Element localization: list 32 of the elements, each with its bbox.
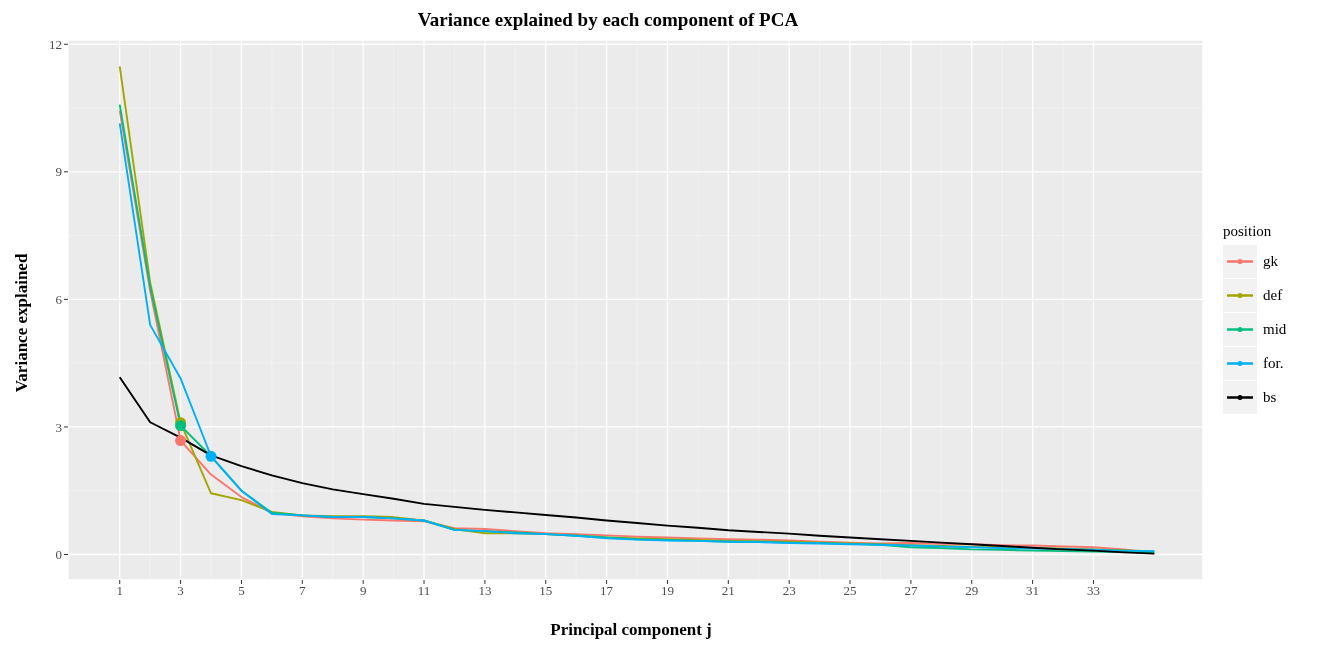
- y-tick-label: 6: [55, 291, 63, 307]
- y-tick-label: 12: [49, 36, 62, 52]
- x-tick-label: 31: [1026, 583, 1040, 599]
- x-tick-label: 29: [965, 583, 979, 599]
- legend-title: position: [1223, 223, 1273, 240]
- x-tick-label: 11: [417, 583, 431, 599]
- chart-title: Variance explained by each component of PCA: [416, 8, 800, 32]
- legend-label: bs: [1263, 388, 1277, 406]
- y-tick-label: 9: [55, 164, 62, 180]
- line-series: [118, 376, 1156, 555]
- legend-label: gk: [1263, 252, 1278, 270]
- x-tick-label: 33: [1086, 583, 1100, 599]
- x-tick-label: 21: [721, 583, 735, 599]
- x-tick-label: 9: [359, 583, 367, 599]
- x-tick-label: 3: [177, 583, 184, 599]
- y-tick-label: 3: [55, 419, 62, 435]
- x-tick-label: 19: [660, 583, 674, 599]
- x-tick-label: 13: [478, 583, 492, 599]
- legend-label: def: [1263, 286, 1283, 304]
- x-tick-label: 27: [904, 583, 918, 599]
- x-tick-label: 7: [299, 583, 307, 599]
- x-tick-label: 17: [600, 583, 614, 599]
- x-axis-title: Principal component j: [549, 620, 713, 640]
- legend-label: for.: [1263, 354, 1284, 372]
- x-tick-label: 1: [116, 583, 123, 599]
- x-tick-label: 23: [782, 583, 796, 599]
- y-axis-title: Variance explained: [12, 252, 32, 395]
- y-tick-label: 0: [55, 547, 62, 563]
- legend-label: mid: [1263, 320, 1287, 338]
- x-tick-label: 5: [238, 583, 245, 599]
- x-tick-label: 15: [539, 583, 553, 599]
- x-tick-label: 25: [843, 583, 857, 599]
